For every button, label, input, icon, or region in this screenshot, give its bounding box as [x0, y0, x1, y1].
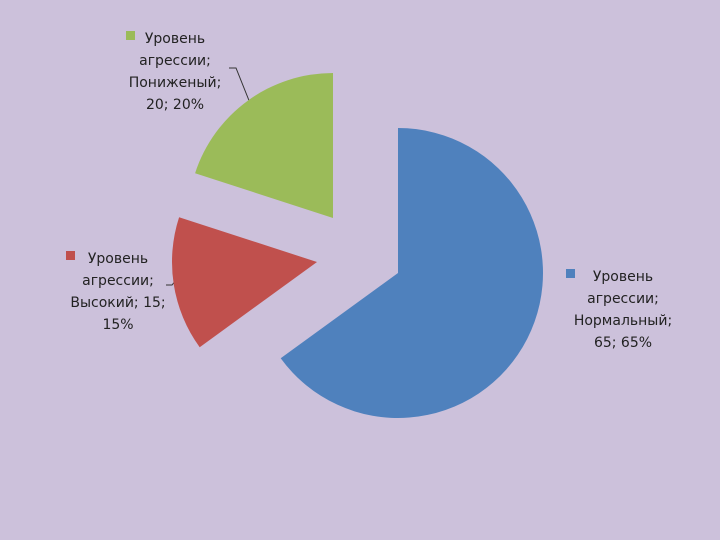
data-label: Уровень агрессии; Высокий; 15; 15%	[70, 251, 166, 333]
data-label: Уровень агрессии; Нормальный; 65; 65%	[573, 269, 673, 351]
legend-key	[566, 269, 575, 278]
pie-slice	[280, 128, 543, 419]
pie-slice	[195, 73, 333, 218]
pie-slice	[172, 217, 317, 348]
legend-key	[126, 31, 135, 40]
legend-key	[66, 251, 75, 260]
data-label: Уровень агрессии; Пониженый; 20; 20%	[128, 31, 222, 113]
leader-line	[229, 67, 251, 104]
